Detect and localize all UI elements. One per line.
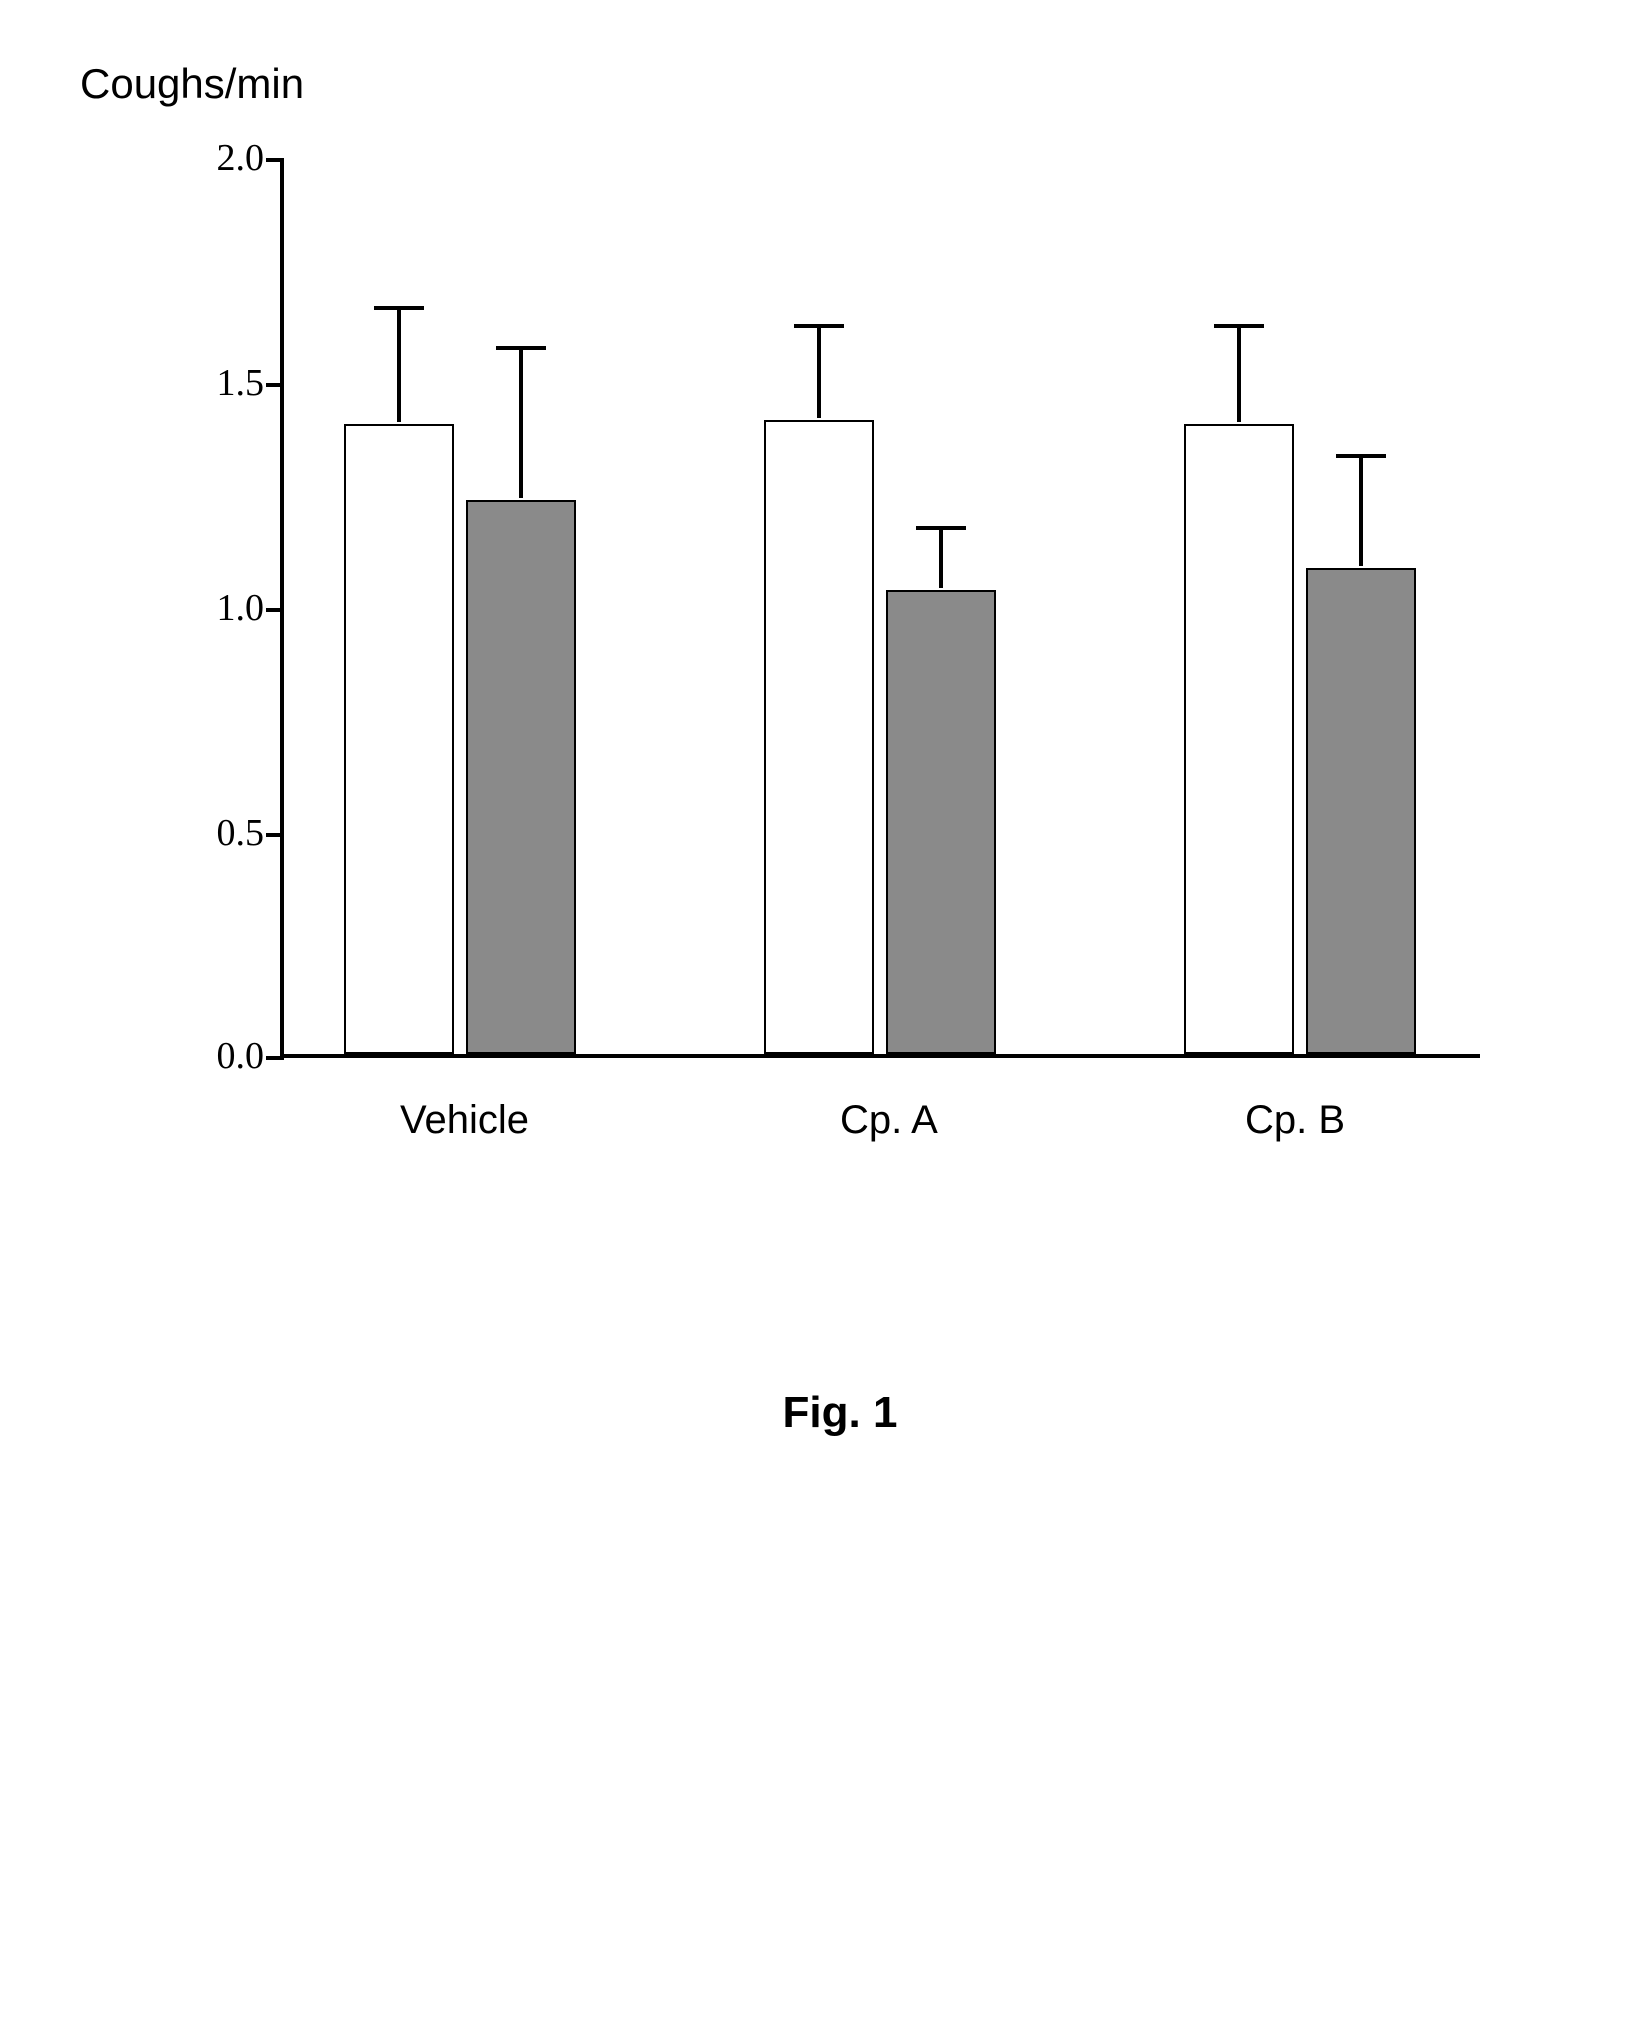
plot-area: 2.0 1.5 1.0 0.5 0.0	[280, 158, 1480, 1058]
bar-group-vehicle	[344, 424, 576, 1054]
bar-cpb-pre	[1184, 424, 1294, 1054]
x-label-vehicle: Vehicle	[400, 1098, 529, 1143]
y-tick-label: 0.0	[184, 1034, 264, 1078]
figure-caption: Fig. 1	[783, 1388, 898, 1438]
error-bar	[1359, 458, 1363, 566]
bar-group-cpa	[764, 420, 996, 1054]
y-tick	[266, 1056, 284, 1060]
error-bar	[519, 350, 523, 498]
bar-vehicle-post	[466, 500, 576, 1054]
bar-group-cpb	[1184, 424, 1416, 1054]
x-label-cpb: Cp. B	[1245, 1098, 1345, 1143]
y-tick	[266, 158, 284, 162]
y-tick	[266, 833, 284, 837]
y-tick-label: 0.5	[184, 811, 264, 855]
y-tick-label: 2.0	[184, 136, 264, 180]
bar-cpa-post	[886, 590, 996, 1054]
error-cap	[1214, 324, 1264, 328]
bar-cpa-pre	[764, 420, 874, 1054]
chart-container: 2.0 1.5 1.0 0.5 0.0	[140, 158, 1540, 1158]
error-cap	[496, 346, 546, 350]
error-bar	[817, 328, 821, 418]
bar-vehicle-pre	[344, 424, 454, 1054]
error-cap	[916, 526, 966, 530]
y-axis-title: Coughs/min	[80, 60, 1569, 108]
error-bar	[939, 530, 943, 588]
y-tick-label: 1.0	[184, 586, 264, 630]
error-bar	[397, 310, 401, 422]
error-cap	[374, 306, 424, 310]
y-tick	[266, 608, 284, 612]
error-cap	[1336, 454, 1386, 458]
error-cap	[794, 324, 844, 328]
bar-cpb-post	[1306, 568, 1416, 1054]
x-label-cpa: Cp. A	[840, 1098, 938, 1143]
error-bar	[1237, 328, 1241, 422]
y-tick-label: 1.5	[184, 361, 264, 405]
y-tick	[266, 383, 284, 387]
